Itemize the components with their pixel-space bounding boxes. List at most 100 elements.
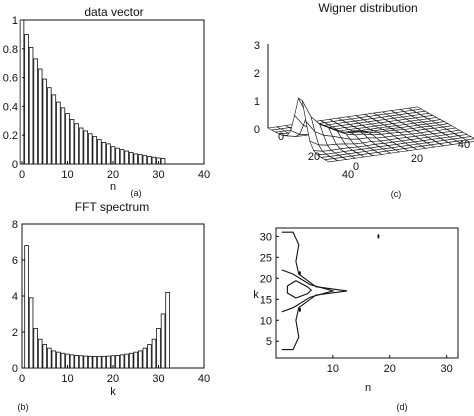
- panel-a-bar: [106, 143, 111, 165]
- panel-b-bar: [156, 327, 161, 369]
- panel-d-xlabel: n: [365, 382, 371, 394]
- panel-b-bar: [160, 313, 166, 369]
- panel-b-bar: [128, 352, 134, 369]
- panel-b-bar: [51, 350, 57, 369]
- panel-a-xtick-label: 0: [19, 169, 25, 181]
- panel-b-bar: [151, 338, 157, 369]
- panel-d-ytick-label: 30: [260, 231, 272, 243]
- panel-a-xtick-label: 10: [61, 169, 73, 181]
- panel-a-bar: [133, 153, 139, 165]
- panel-a-ytick-label: 1: [12, 15, 18, 27]
- panel-b-bar: [138, 350, 143, 369]
- panel-a-xtick-label: 40: [198, 169, 210, 181]
- panel-b-bar: [24, 245, 29, 369]
- panel-b-xlabel: k: [110, 386, 116, 398]
- panel-c-label: (c): [391, 189, 402, 199]
- panel-a-ytick-label: 0.8: [3, 44, 18, 56]
- panel-b-bar: [124, 353, 129, 369]
- panel-c-ztick-0: 0: [254, 124, 260, 136]
- panel-d-plot-area: [275, 227, 459, 359]
- panel-a-bar: [28, 46, 34, 165]
- panel-a-bar: [124, 150, 129, 165]
- panel-b-bar: [147, 344, 152, 369]
- panel-c-left-tick-20: 20: [308, 151, 320, 163]
- panel-a-ytick-label: 0.2: [3, 130, 18, 142]
- panel-a-bar: [78, 127, 84, 165]
- panel-a-bar: [142, 155, 148, 165]
- panel-b-bar: [47, 347, 52, 369]
- panel-c-ztick-2: 2: [254, 68, 260, 80]
- panel-b-bar: [37, 338, 43, 369]
- panel-d-xtick-label: 30: [441, 363, 453, 375]
- panel-b-xtick-label: 0: [19, 373, 25, 385]
- panel-c-left-tick-40: 40: [342, 169, 354, 181]
- panel-b-bar: [78, 355, 84, 369]
- panel-d-ticks: 10 20 30 5 10 15 20 25 30: [260, 231, 453, 375]
- panel-c-right-tick-20: 20: [411, 153, 423, 165]
- panel-a-bar: [37, 68, 43, 165]
- panel-d-ytick-label: 10: [260, 315, 272, 327]
- panel-b-bar: [165, 291, 170, 369]
- panel-b-xtick-label: 30: [152, 373, 164, 385]
- panel-c-surface: [267, 97, 474, 163]
- panel-a-bar: [92, 136, 98, 165]
- panel-c-left-tick-0: 0: [278, 131, 284, 143]
- panel-a-bar: [19, 19, 25, 165]
- panel-b-bar: [60, 352, 66, 369]
- panel-b-bar: [142, 347, 148, 369]
- panel-b-bar: [69, 354, 75, 369]
- panel-a-bar: [97, 139, 102, 165]
- panel-c-mesh-cell: [324, 158, 339, 163]
- panel-a-bar: [42, 78, 48, 165]
- panel-a-bar: [47, 87, 52, 165]
- panel-c-right-tick-40: 40: [458, 139, 470, 151]
- panel-b-ytick-label: 0: [12, 363, 18, 375]
- panel-a-ytick-label: 0: [12, 159, 18, 171]
- panel-a-bar: [160, 158, 166, 165]
- panel-b-ytick-label: 2: [12, 327, 18, 339]
- panel-b-bar: [106, 355, 111, 369]
- panel-a-ticks: 0 10 20 30 40 0 0.2 0.4 0.6 0.8 1: [3, 15, 210, 181]
- panel-b-ytick-label: 8: [12, 219, 18, 231]
- panel-d-ylabel: k: [253, 289, 259, 301]
- panel-b-bar: [101, 355, 107, 369]
- panel-b-bar: [42, 344, 48, 369]
- panel-a-bar: [56, 101, 61, 165]
- panel-a-label: (a): [131, 188, 142, 198]
- panel-a-bar: [147, 156, 152, 165]
- panel-b-bar: [28, 297, 34, 369]
- panel-d-ytick-label: 15: [260, 294, 272, 306]
- panel-b-ytick-label: 4: [12, 291, 18, 303]
- panel-b-bar: [119, 354, 125, 369]
- panel-a-ytick-label: 0.6: [3, 73, 18, 85]
- panel-b-bar: [133, 351, 139, 369]
- panel-d-label: (d): [397, 402, 408, 412]
- panel-d-xtick-label: 10: [327, 363, 339, 375]
- panel-a-bar: [128, 152, 134, 165]
- panel-b-ytick-label: 6: [12, 255, 18, 267]
- panel-d-contour-inner: [286, 280, 313, 299]
- panel-b-bar: [97, 356, 102, 369]
- panel-a-bar: [60, 107, 66, 165]
- panel-c-ztick-3: 3: [254, 40, 260, 52]
- panel-c-right-tick-0: 0: [353, 161, 359, 173]
- panel-b-plot-area: [21, 223, 205, 369]
- panel-b-xtick-label: 40: [198, 373, 210, 385]
- panel-b-bar: [74, 354, 79, 369]
- panel-a-bar: [151, 156, 157, 165]
- panel-a-bar: [83, 130, 88, 165]
- panel-a-xlabel: n: [110, 181, 116, 193]
- panel-d-contour-blob: [377, 234, 380, 239]
- panel-c-ztick-1: 1: [254, 96, 260, 108]
- panel-d-ytick-label: 25: [260, 252, 272, 264]
- panel-a-bars: [19, 19, 166, 165]
- panel-b-xtick-label: 20: [107, 373, 119, 385]
- panel-a-title: data vector: [84, 5, 143, 19]
- panel-d-contour-blob: [298, 271, 301, 276]
- panel-b-fft-spectrum: FFT spectrum 0 10 20 30 40 0 2 4 6 8 k (b): [12, 200, 210, 412]
- panel-a-bar: [69, 118, 75, 165]
- panel-a-bar: [101, 141, 107, 165]
- panel-d-xtick-label: 20: [384, 363, 396, 375]
- panel-d-ytick-label: 5: [266, 336, 272, 348]
